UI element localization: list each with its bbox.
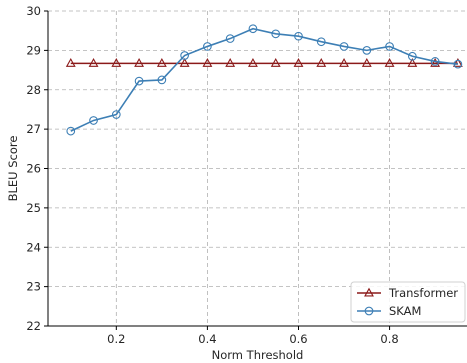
- data-point: [385, 42, 394, 51]
- data-point: [293, 58, 304, 67]
- axes-layer: [47, 11, 467, 327]
- data-point: [111, 110, 121, 119]
- data-point: [66, 126, 76, 136]
- data-point: [316, 58, 327, 67]
- data-point: [65, 58, 76, 67]
- data-point: [270, 58, 281, 67]
- y-axis-label: BLEU Score: [6, 136, 20, 202]
- data-point: [203, 42, 212, 51]
- y-tick-label: 30: [26, 4, 41, 18]
- data-point: [225, 58, 236, 67]
- series-transformer: [65, 58, 463, 67]
- data-point: [339, 58, 349, 67]
- data-point: [452, 58, 463, 67]
- data-point: [453, 59, 463, 69]
- data-point: [407, 58, 418, 67]
- data-point: [180, 51, 189, 60]
- x-axis-label: Norm Threshold: [212, 348, 304, 362]
- y-tick-label: 23: [26, 280, 41, 294]
- data-point: [248, 58, 258, 67]
- x-tick-label: 0.8: [380, 332, 398, 346]
- data-point: [134, 58, 145, 67]
- legend-label: Transformer: [388, 286, 458, 300]
- data-point: [111, 58, 122, 67]
- data-point: [430, 58, 441, 67]
- data-point: [88, 58, 99, 67]
- data-point: [407, 51, 417, 61]
- data-point: [156, 58, 167, 67]
- y-tick-label: 22: [26, 319, 41, 333]
- data-point: [248, 24, 258, 34]
- data-point: [361, 58, 372, 67]
- series-skam: [66, 24, 463, 136]
- data-point: [89, 116, 98, 125]
- y-tick-label: 26: [26, 162, 41, 176]
- data-point: [294, 31, 303, 41]
- data-point: [271, 29, 281, 39]
- legend-label: SKAM: [389, 304, 421, 318]
- data-point: [339, 42, 349, 51]
- data-point: [179, 58, 190, 67]
- series-line: [70, 27, 458, 132]
- legend-entry: SKAM: [357, 304, 421, 318]
- data-point: [134, 76, 144, 86]
- legend-entry: Transformer: [357, 286, 458, 300]
- data-point: [225, 34, 235, 43]
- grid-layer: [48, 10, 467, 327]
- y-tick-label: 24: [26, 240, 41, 254]
- data-point: [384, 58, 395, 67]
- data-point: [157, 75, 167, 85]
- legend-marker: [364, 287, 374, 297]
- y-tick-label: 27: [26, 122, 41, 136]
- x-tick-label: 0.2: [107, 332, 125, 346]
- y-tick-label: 29: [26, 43, 41, 57]
- data-point: [316, 37, 326, 47]
- y-tick-label: 28: [26, 83, 41, 97]
- data-point: [430, 57, 440, 66]
- series-layer: [65, 24, 463, 136]
- legend: Transformer SKAM: [350, 281, 466, 323]
- ticks-layer: 22 23 24 25 26 27 28 29 30 0.2 0.4 0.6 0.8: [26, 4, 398, 346]
- legend-marker: [364, 306, 374, 316]
- y-tick-label: 25: [26, 201, 41, 215]
- legend-box: [350, 281, 466, 323]
- data-point: [362, 46, 372, 55]
- x-tick-label: 0.4: [198, 332, 216, 346]
- data-point: [202, 58, 213, 67]
- x-tick-label: 0.6: [289, 332, 307, 346]
